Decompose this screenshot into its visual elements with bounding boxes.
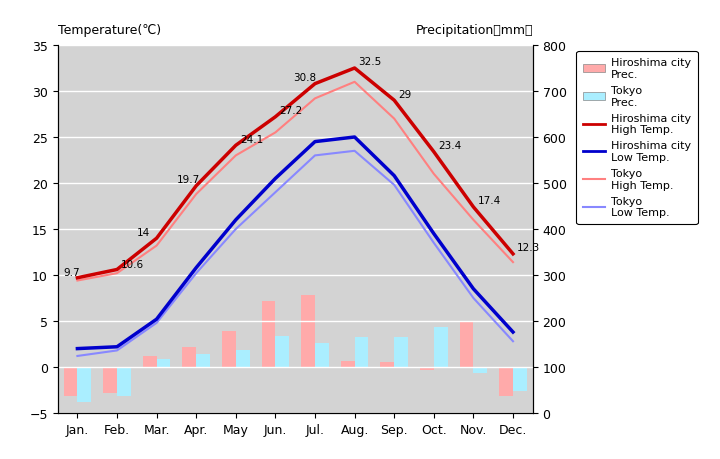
Text: 29: 29 <box>398 90 411 99</box>
Bar <box>156 359 171 367</box>
Legend: Hiroshima city
Prec., Tokyo
Prec., Hiroshima city
High Temp., Hiroshima city
Low: Hiroshima city Prec., Tokyo Prec., Hiros… <box>577 51 698 224</box>
Text: Precipitation（mm）: Precipitation（mm） <box>415 24 533 37</box>
Text: 27.2: 27.2 <box>279 106 302 116</box>
Bar <box>459 322 473 367</box>
Bar <box>380 363 395 367</box>
Bar <box>196 354 210 367</box>
Text: 10.6: 10.6 <box>121 259 144 269</box>
Text: 12.3: 12.3 <box>517 243 540 252</box>
Bar <box>394 337 408 367</box>
Bar <box>499 367 513 396</box>
Text: 14: 14 <box>137 227 150 237</box>
Bar <box>474 367 487 373</box>
Bar <box>182 347 196 367</box>
Bar <box>78 367 91 402</box>
Text: 19.7: 19.7 <box>176 175 199 185</box>
Text: 24.1: 24.1 <box>240 134 263 144</box>
Bar <box>261 301 275 367</box>
Text: Temperature(℃): Temperature(℃) <box>58 24 161 37</box>
Bar <box>354 337 369 367</box>
Bar <box>117 367 131 397</box>
Bar <box>341 361 354 367</box>
Text: 17.4: 17.4 <box>477 196 500 206</box>
Text: 30.8: 30.8 <box>293 73 316 83</box>
Bar <box>433 327 448 367</box>
Bar <box>301 296 315 367</box>
Bar <box>143 356 157 367</box>
Bar <box>103 367 117 393</box>
Text: 9.7: 9.7 <box>63 268 80 277</box>
Text: 23.4: 23.4 <box>438 141 461 151</box>
Bar <box>315 343 329 367</box>
Bar <box>222 331 236 367</box>
Bar <box>63 367 78 397</box>
Text: 32.5: 32.5 <box>359 57 382 67</box>
Bar <box>420 367 433 370</box>
Bar <box>275 336 289 367</box>
Bar <box>236 350 250 367</box>
Bar <box>513 367 527 391</box>
